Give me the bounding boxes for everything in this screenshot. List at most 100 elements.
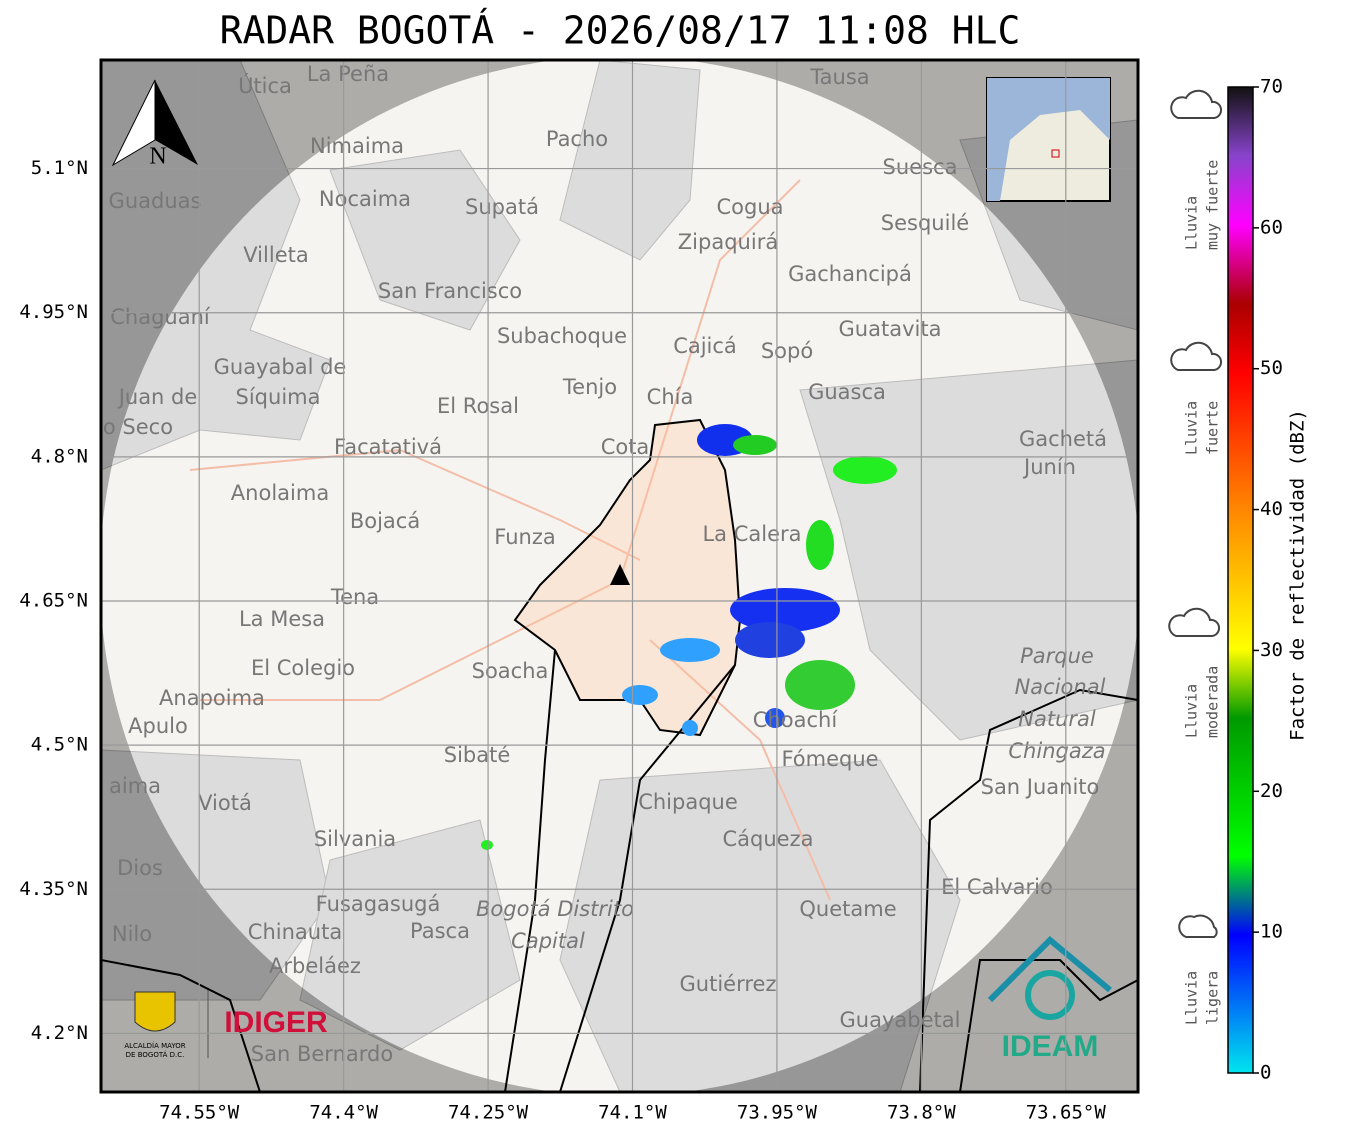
colorbar-tick-label: 10 <box>1260 921 1283 943</box>
north-label: N <box>149 144 166 170</box>
place-label: Guayabetal <box>840 1008 961 1032</box>
place-label: Chipaque <box>638 790 738 814</box>
place-label: Útica <box>238 73 292 98</box>
place-label: La Mesa <box>239 607 325 631</box>
place-label: Cota <box>601 435 650 459</box>
place-label: Natural <box>1018 707 1096 731</box>
place-label: Choachí <box>753 708 839 732</box>
lon-tick-label: 73.8°W <box>887 1102 956 1124</box>
place-label: Cajicá <box>673 334 737 358</box>
colorbar-tick-label: 60 <box>1260 216 1283 238</box>
place-label: Sibaté <box>444 743 511 767</box>
colorbar-tick-label: 20 <box>1260 780 1283 802</box>
place-label: Arbeláez <box>269 954 361 978</box>
radar-site <box>610 564 630 585</box>
logo-text: ALCALDÍA MAYOR <box>124 1041 185 1050</box>
place-label: Chinauta <box>248 920 342 944</box>
inset-box <box>1051 149 1060 158</box>
colorbar-tick-label: 50 <box>1260 357 1283 379</box>
place-label: o Seco <box>103 415 173 439</box>
ideam-roof <box>987 935 1112 1003</box>
place-label: Nocaima <box>319 187 411 211</box>
rain-class-label: Lluvia <box>1183 971 1201 1025</box>
lon-tick-label: 74.1°W <box>598 1102 667 1124</box>
title: RADAR BOGOTÁ - 2026/08/17 11:08 HLC <box>220 9 1021 53</box>
place-label: La Calera <box>702 522 801 546</box>
inset-sea <box>987 78 1110 201</box>
place-label: Capital <box>511 929 585 953</box>
rain-class-label: Lluvia <box>1183 401 1201 455</box>
lat-tick-label: 4.8°N <box>31 445 88 467</box>
lat-tick-label: 4.65°N <box>19 589 88 611</box>
lon-tick-label: 73.65°W <box>1026 1102 1107 1124</box>
north-arrow <box>155 80 198 165</box>
place-label: Pasca <box>410 919 470 943</box>
relief <box>101 60 1138 1092</box>
place-label: Suesca <box>883 155 958 179</box>
place-label: Viotá <box>198 791 252 815</box>
place-label: aima <box>109 774 161 798</box>
map-frame <box>99 58 1140 1094</box>
place-label: Tenjo <box>562 375 617 399</box>
place-label: Cogua <box>716 195 783 219</box>
place-label: Gachancipá <box>788 262 912 286</box>
place-label: Guayabal de <box>214 355 347 379</box>
place-label: Chingaza <box>1008 739 1105 763</box>
roads <box>189 179 831 901</box>
lat-tick-label: 4.35°N <box>19 878 88 900</box>
place-label: Síquima <box>236 385 321 409</box>
ideam-logo: IDEAM <box>1002 1030 1099 1063</box>
alcaldia-shield <box>134 991 176 1032</box>
ideam-swirl <box>1025 970 1075 1020</box>
lon-tick-label: 74.55°W <box>159 1102 240 1124</box>
rain-class-label: Lluvia <box>1183 684 1201 738</box>
place-label: Parque <box>1020 644 1094 668</box>
place-label: Sopó <box>761 339 813 363</box>
colorbar-tick-label: 0 <box>1260 1062 1271 1084</box>
radar-echoes <box>481 424 897 850</box>
place-label: Fusagasugá <box>316 892 441 916</box>
rain-class-label: muy fuerte <box>1204 160 1222 250</box>
place-label: Supatá <box>465 195 539 219</box>
lon-tick-label: 73.95°W <box>737 1102 818 1124</box>
rain-class-label: Lluvia <box>1183 196 1201 250</box>
colorbar <box>1227 86 1254 1074</box>
place-label: Bojacá <box>350 509 420 533</box>
colorbar-tick-label: 30 <box>1260 639 1283 661</box>
colorbar-label: Factor de reflectividad (dBZ) <box>1287 409 1309 741</box>
place-label: Quetame <box>799 897 896 921</box>
place-label: Anapoima <box>159 686 265 710</box>
place-label: San Francisco <box>378 279 522 303</box>
place-label: Tausa <box>809 65 869 89</box>
place-label: El Rosal <box>437 394 519 418</box>
place-label: San Juanito <box>981 775 1100 799</box>
place-label: Silvania <box>314 827 396 851</box>
place-label: Dios <box>117 856 163 880</box>
place-label: Gutiérrez <box>680 972 777 996</box>
place-label: Anolaima <box>231 481 329 505</box>
place-label: Gachetá <box>1019 427 1107 451</box>
lon-tick-label: 74.25°W <box>448 1102 529 1124</box>
colorbar-tick-label: 70 <box>1260 76 1283 98</box>
place-label: Soacha <box>472 659 549 683</box>
place-label: Cáqueza <box>723 827 814 851</box>
boundaries <box>101 649 1138 1092</box>
place-label: Chaguaní <box>110 305 211 329</box>
place-label: Sesquilé <box>881 211 969 235</box>
colorbar-tick-label: 40 <box>1260 498 1283 520</box>
rain-class-label: fuerte <box>1204 401 1222 455</box>
place-label: El Colegio <box>251 656 355 680</box>
rain-class-label: moderada <box>1204 666 1222 738</box>
place-label: Bogotá Distrito <box>476 897 634 921</box>
place-label: Junín <box>1022 455 1076 479</box>
place-label: Nimaima <box>310 134 404 158</box>
place-label: Villeta <box>243 243 308 267</box>
place-label: Facatativá <box>334 435 442 459</box>
logo-text: DE BOGOTÁ D.C. <box>126 1050 185 1059</box>
place-label: Apulo <box>128 714 188 738</box>
place-label: Pacho <box>546 127 608 151</box>
place-label: Nilo <box>112 922 152 946</box>
lon-tick-label: 74.4°W <box>309 1102 378 1124</box>
